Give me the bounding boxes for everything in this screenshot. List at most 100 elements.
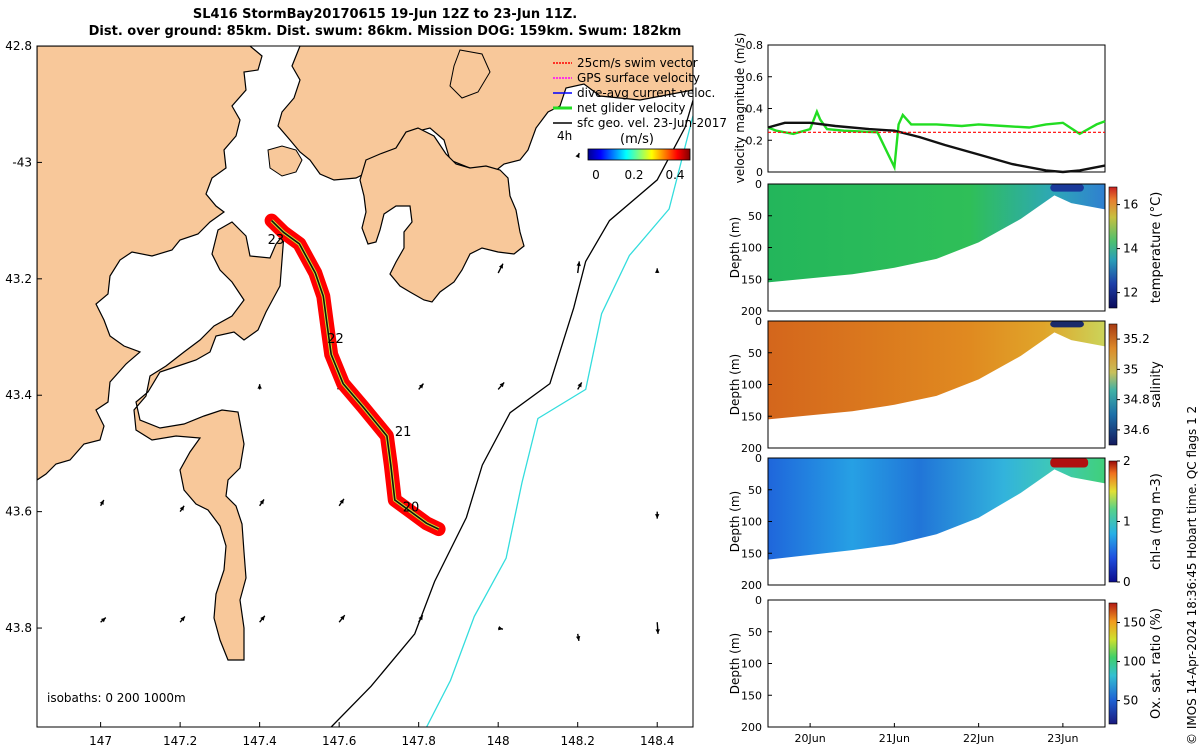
map-y-ticks: 42.8 -43 43.2 43.4 43.6 43.8 (5, 39, 42, 635)
map-ytick-label: 43.6 (5, 505, 32, 519)
current-arrows (99, 151, 660, 641)
section-ytick-label: 150 (741, 410, 762, 423)
current-arrow (179, 505, 185, 513)
velocity-series (767, 108, 1106, 174)
current-arrow (497, 263, 504, 274)
section-xtick-label: 22Jun (963, 732, 994, 745)
section-ytick-label: 50 (748, 210, 762, 223)
current-arrow-head (180, 616, 185, 622)
current-arrow-head (655, 514, 660, 519)
current-arrow (99, 499, 105, 507)
colorbar-tick-1: 0.2 (624, 168, 643, 182)
section-ytick-label: 200 (741, 721, 762, 734)
legend-label-gps: GPS surface velocity (577, 71, 700, 85)
isobath-200m (330, 97, 693, 727)
section-colorbar-label: 12 (1123, 286, 1138, 300)
section-colorbar-label: 14 (1123, 242, 1138, 256)
velocity-ytick-label: 0.4 (746, 103, 764, 116)
legend-4h: 4h (557, 129, 572, 143)
current-arrow-head (575, 153, 580, 159)
glider-track (271, 220, 439, 530)
current-arrow (576, 261, 581, 274)
section-colorbar-label: 0 (1123, 575, 1131, 589)
section-data-fill (768, 321, 1105, 420)
section-colorbar-label: 16 (1123, 198, 1138, 212)
section-data-fill (768, 458, 1105, 560)
day-label: 22 (327, 332, 344, 347)
section-colorbar (1108, 460, 1118, 583)
legend-label-swim: 25cm/s swim vector (577, 56, 698, 70)
section-ylabel: Depth (m) (728, 633, 742, 694)
small-island (267, 145, 303, 177)
section-colorbar-title: temperature (°C) (1149, 192, 1164, 304)
section-surface-feature (1050, 321, 1084, 328)
section-ytick-label: 0 (755, 594, 762, 607)
current-arrow-head (655, 268, 660, 273)
section-ytick-label: 50 (748, 626, 762, 639)
section-colorbar-label: 1 (1123, 515, 1131, 529)
velocity-series-line (767, 108, 1106, 172)
freycinet-south (359, 127, 525, 303)
section-ytick-label: 200 (741, 305, 762, 318)
velocity-ytick-label: 0.2 (746, 134, 764, 147)
tasmania-mainland (37, 46, 263, 481)
map-ytick-label: 43.8 (5, 621, 32, 635)
current-arrow (338, 614, 346, 623)
north-island (449, 49, 491, 99)
section-colorbar-label: 34.6 (1123, 423, 1150, 437)
map-xtick-label: 147.2 (163, 734, 197, 748)
legend-label-sfc: sfc geo. vel. 23-Jun-2017 (577, 116, 727, 130)
section-ylabel: Depth (m) (728, 491, 742, 552)
section-colorbar-label: 35.2 (1123, 332, 1150, 346)
current-arrow-head (100, 617, 106, 623)
section-ytick-label: 0 (755, 178, 762, 191)
current-arrow-head (577, 382, 582, 388)
section-ytick-label: 100 (741, 516, 762, 529)
section-colorbar-label: 100 (1123, 655, 1146, 669)
current-arrow-head (259, 499, 265, 505)
map-xtick-label: 148.4 (640, 734, 674, 748)
day-labels: 23 22 21 20 (268, 233, 420, 516)
land-masses (37, 46, 693, 661)
title-line-1: SL416 StormBay20170615 19-Jun 12Z to 23-… (192, 7, 578, 22)
section-ytick-label: 100 (741, 379, 762, 392)
legend-label-dive: dive-avg current veloc. (577, 86, 715, 100)
day-label: 23 (268, 233, 285, 248)
day-label: 21 (395, 425, 412, 440)
section-surface-feature (1050, 458, 1089, 468)
current-arrow-head (257, 384, 262, 389)
current-arrow (497, 381, 505, 390)
isobaths-label: isobaths: 0 200 1000m (47, 691, 186, 705)
current-arrow (498, 626, 504, 631)
map-xtick-label: 148.2 (561, 734, 595, 748)
section-panel: 0 50 100 150 200 Depth (m) 12 14 16 temperature (… (728, 178, 1164, 318)
section-ytick-label: 0 (755, 315, 762, 328)
velocity-ytick-label: 0 (756, 166, 763, 179)
map-xtick-label: 147.6 (322, 734, 356, 748)
current-arrow (655, 268, 660, 273)
section-ylabel: Depth (m) (728, 217, 742, 278)
section-colorbar-title: chl-a (mg m-3) (1149, 473, 1164, 570)
current-arrow (100, 617, 107, 623)
current-arrow (655, 511, 660, 519)
section-colorbar-label: 150 (1123, 616, 1146, 630)
section-ytick-label: 100 (741, 658, 762, 671)
section-colorbar-label: 35 (1123, 362, 1138, 376)
section-colorbar (1108, 602, 1118, 725)
current-arrow (259, 615, 266, 623)
current-arrow-head (575, 636, 581, 641)
map-ytick-label: 43.4 (5, 388, 32, 402)
section-data-fill (768, 184, 1105, 283)
map-frame (36, 45, 694, 728)
current-arrow-head (655, 629, 660, 634)
current-arrow-head (340, 615, 345, 621)
colorbar-tick-2: 0.4 (665, 168, 684, 182)
map-xtick-label: 147.8 (401, 734, 435, 748)
section-colorbar-title: Ox. sat. ratio (%) (1149, 608, 1164, 719)
section-colorbar (1108, 323, 1118, 446)
section-panel: 0 50 100 150 200 Depth (m) 34.6 34.8 35 35.2 salin… (728, 315, 1164, 455)
section-ylabel: Depth (m) (728, 354, 742, 415)
